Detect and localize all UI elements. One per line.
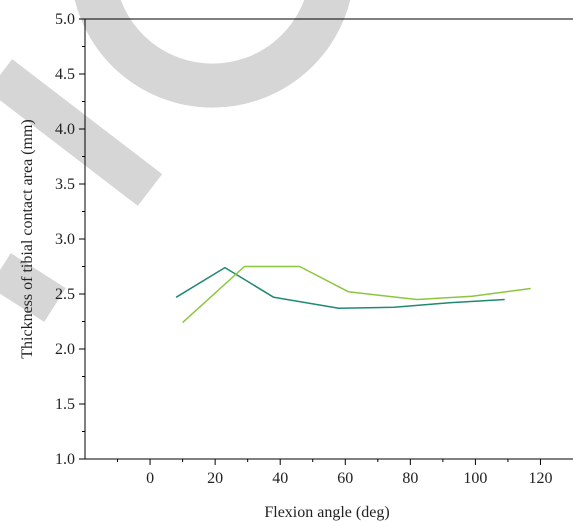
watermark-arc (74, 0, 351, 108)
x-tick-label: 80 (402, 470, 418, 487)
y-tick-label: 2.5 (55, 286, 75, 303)
y-tick-label: 2.0 (55, 341, 75, 358)
series-line-2 (182, 265, 531, 324)
y-axis-title: Thickness of tibial contact area (mm) (19, 119, 36, 358)
y-tick-label: 1.5 (55, 396, 75, 413)
y-tick-label: 3.0 (55, 231, 75, 248)
y-tick-label: 4.5 (55, 66, 75, 83)
watermark-shape (0, 0, 351, 322)
ticks-layer: 1.0 1.5 2.0 2.5 3.0 3.5 4.0 4.5 5.0 0 20 40 60 80 100 1… (55, 11, 552, 487)
x-tick-label: 0 (146, 470, 154, 487)
series-line-1 (175, 266, 505, 310)
series-layer (175, 265, 531, 324)
watermark-stroke-upper (0, 59, 163, 206)
watermark-stroke-lower (0, 253, 66, 322)
x-tick-label: 60 (337, 470, 353, 487)
y-tick-label: 4.0 (55, 121, 75, 138)
y-tick-label: 1.0 (55, 451, 75, 468)
y-tick-label: 5.0 (55, 11, 75, 28)
x-tick-label: 40 (272, 470, 288, 487)
x-axis-title: Flexion angle (deg) (264, 504, 389, 521)
x-tick-label: 20 (207, 470, 223, 487)
y-tick-label: 3.5 (55, 176, 75, 193)
x-tick-label: 100 (463, 470, 487, 487)
x-tick-label: 120 (528, 470, 552, 487)
